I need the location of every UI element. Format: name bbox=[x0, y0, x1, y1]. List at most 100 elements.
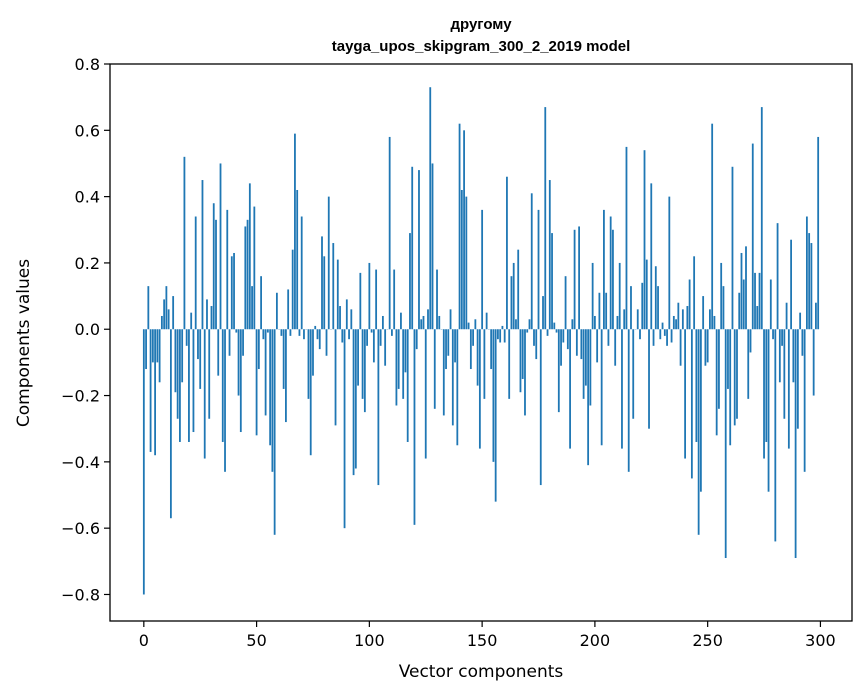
bar-193 bbox=[578, 226, 580, 330]
bar-239 bbox=[681, 309, 684, 330]
bar-94 bbox=[354, 329, 357, 469]
bar-102 bbox=[372, 329, 375, 363]
bar-41 bbox=[235, 329, 238, 333]
bar-2 bbox=[147, 286, 150, 330]
bar-24 bbox=[197, 329, 199, 360]
bar-224 bbox=[648, 329, 650, 429]
bar-81 bbox=[325, 329, 328, 356]
bar-243 bbox=[690, 329, 693, 479]
bar-86 bbox=[336, 259, 339, 330]
bar-113 bbox=[397, 329, 400, 389]
plot-frame bbox=[109, 63, 853, 622]
bar-107 bbox=[384, 329, 387, 366]
bar-234 bbox=[670, 329, 673, 343]
bar-130 bbox=[436, 269, 438, 330]
bar-200 bbox=[593, 315, 596, 330]
bar-219 bbox=[636, 309, 639, 330]
bar-196 bbox=[584, 329, 587, 386]
bar-194 bbox=[580, 329, 583, 360]
bar-31 bbox=[212, 203, 215, 330]
bar-58 bbox=[273, 329, 276, 535]
bar-286 bbox=[787, 329, 790, 449]
bar-51 bbox=[257, 329, 260, 370]
bar-0 bbox=[142, 329, 145, 595]
bar-205 bbox=[605, 292, 608, 330]
bar-144 bbox=[467, 322, 470, 330]
bar-54 bbox=[264, 329, 267, 416]
bar-17 bbox=[181, 329, 184, 383]
bar-170 bbox=[526, 329, 529, 333]
bar-38 bbox=[228, 329, 231, 356]
bar-135 bbox=[447, 329, 450, 356]
bar-79 bbox=[321, 236, 323, 330]
bar-227 bbox=[654, 266, 657, 330]
bar-149 bbox=[478, 329, 481, 449]
bar-12 bbox=[169, 329, 172, 519]
bar-134 bbox=[445, 329, 447, 370]
bar-180 bbox=[548, 180, 551, 330]
x-axis-ticks: 0 50 100 150 200 250 300 bbox=[139, 621, 836, 650]
bar-187 bbox=[564, 276, 567, 330]
bar-255 bbox=[718, 329, 720, 409]
bar-216 bbox=[630, 286, 632, 330]
bar-295 bbox=[808, 233, 811, 330]
bar-250 bbox=[706, 329, 709, 363]
bar-139 bbox=[456, 329, 459, 446]
bar-178 bbox=[544, 107, 547, 330]
bar-266 bbox=[742, 279, 745, 330]
bar-189 bbox=[569, 329, 571, 449]
bar-110 bbox=[391, 329, 393, 336]
bar-267 bbox=[745, 246, 747, 330]
bar-143 bbox=[465, 196, 468, 330]
bar-99 bbox=[366, 329, 368, 346]
bar-278 bbox=[769, 279, 772, 330]
bar-284 bbox=[783, 329, 786, 419]
bar-76 bbox=[314, 325, 317, 330]
bar-25 bbox=[199, 329, 202, 389]
bar-122 bbox=[418, 170, 420, 330]
bar-173 bbox=[533, 329, 535, 346]
bar-252 bbox=[711, 123, 714, 330]
bar-4 bbox=[151, 329, 154, 363]
bar-56 bbox=[269, 329, 272, 446]
bar-48 bbox=[251, 286, 253, 330]
x-tick-label: 300 bbox=[805, 631, 836, 650]
y-tick-label: −0.4 bbox=[61, 453, 100, 472]
bar-65 bbox=[289, 329, 292, 336]
bar-47 bbox=[248, 183, 251, 330]
bar-223 bbox=[645, 259, 648, 330]
bar-182 bbox=[553, 322, 556, 330]
bar-247 bbox=[699, 329, 702, 492]
bar-249 bbox=[704, 329, 707, 366]
bar-171 bbox=[528, 319, 531, 330]
bar-89 bbox=[343, 329, 346, 529]
bar-141 bbox=[460, 189, 463, 330]
bar-104 bbox=[377, 329, 380, 486]
bar-131 bbox=[438, 315, 441, 330]
bar-191 bbox=[573, 229, 576, 330]
bar-84 bbox=[332, 243, 335, 330]
bar-101 bbox=[370, 329, 373, 333]
bar-217 bbox=[632, 329, 635, 419]
x-tick-label: 50 bbox=[246, 631, 266, 650]
bar-248 bbox=[702, 296, 705, 330]
bar-95 bbox=[357, 329, 359, 386]
bar-151 bbox=[483, 329, 486, 399]
bars-group bbox=[142, 87, 820, 595]
bar-97 bbox=[361, 329, 364, 399]
bar-14 bbox=[174, 329, 177, 393]
bar-116 bbox=[404, 329, 407, 373]
bar-30 bbox=[210, 306, 213, 330]
bar-61 bbox=[280, 329, 283, 336]
bar-49 bbox=[253, 206, 256, 330]
bar-77 bbox=[316, 329, 319, 340]
bar-229 bbox=[659, 329, 662, 340]
bar-35 bbox=[221, 329, 224, 442]
bar-27 bbox=[203, 329, 206, 459]
bar-201 bbox=[596, 329, 599, 363]
bar-251 bbox=[709, 309, 711, 330]
bar-202 bbox=[598, 292, 601, 330]
bar-163 bbox=[510, 276, 513, 330]
bar-287 bbox=[790, 239, 792, 330]
bar-212 bbox=[621, 329, 623, 449]
